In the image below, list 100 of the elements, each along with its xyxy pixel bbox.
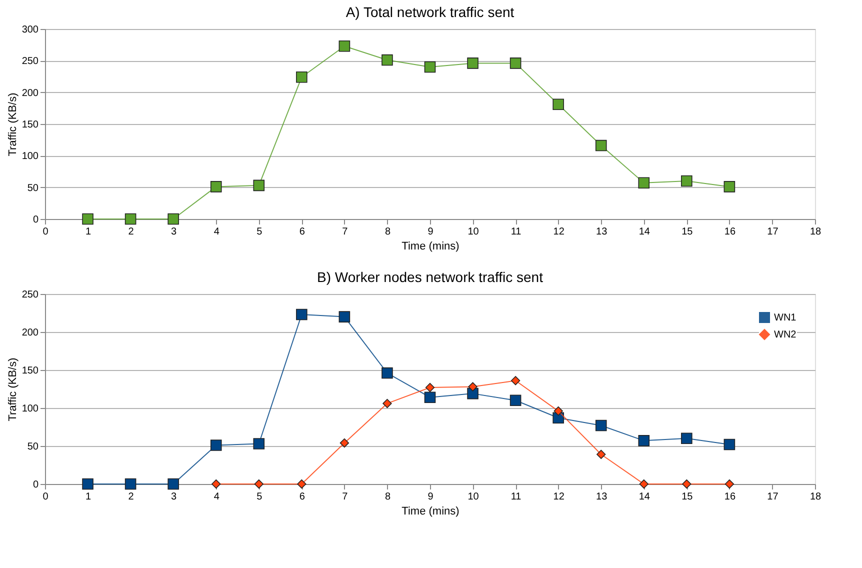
point (210, 181, 222, 192)
point (468, 382, 478, 392)
y-tick-label: 0 (32, 480, 39, 490)
point (595, 140, 607, 152)
x-tick-label: 2 (128, 226, 134, 238)
x-tick-label: 17 (767, 226, 779, 238)
point (254, 479, 264, 489)
legend-label: WN1 (774, 312, 797, 324)
point (212, 479, 221, 489)
x-tick-label: 16 (724, 226, 736, 238)
point (210, 440, 222, 451)
point (124, 213, 136, 225)
point (382, 54, 393, 66)
x-tick-label: 14 (638, 492, 650, 502)
point (424, 392, 436, 404)
x-tick-label: 5 (256, 492, 263, 502)
x-tick-label: 13 (596, 492, 608, 502)
x-tick-label: 3 (171, 492, 178, 502)
x-tick-label: 4 (214, 226, 220, 238)
y-tick-label: 250 (22, 290, 39, 300)
point (424, 61, 436, 73)
x-tick-label: 7 (342, 226, 348, 238)
x-tick-label: 10 (468, 492, 480, 502)
y-axis-title: Traffic (KB/s) (6, 358, 19, 422)
x-tick-label: 0 (42, 492, 49, 502)
x-tick-label: 1 (85, 492, 92, 502)
x-tick-label: 6 (299, 492, 306, 502)
point (510, 376, 520, 386)
x-tick-label: 2 (128, 492, 134, 502)
x-tick-label: 18 (810, 226, 822, 238)
x-tick-label: 1 (85, 226, 92, 238)
x-tick-label: 13 (596, 226, 608, 238)
point (681, 432, 692, 444)
x-axis-title: Time (mins) (402, 240, 460, 252)
y-tick-label: 200 (22, 328, 39, 338)
point (382, 398, 392, 408)
point (682, 479, 692, 489)
x-tick-label: 16 (724, 492, 736, 502)
point (724, 479, 734, 489)
x-tick-label: 14 (638, 226, 650, 238)
x-tick-label: 6 (299, 226, 306, 238)
point (82, 478, 94, 490)
point (338, 311, 350, 322)
y-tick-label: 0 (32, 214, 39, 226)
point (595, 420, 607, 432)
x-tick-label: 10 (468, 226, 480, 238)
point (296, 71, 308, 83)
legend-label: WN2 (774, 330, 797, 340)
point (168, 478, 179, 490)
point (638, 435, 650, 446)
point (425, 382, 435, 392)
x-tick-label: 9 (428, 492, 434, 502)
x-tick-label: 18 (810, 492, 822, 502)
point (382, 367, 393, 379)
point (296, 308, 308, 320)
point (338, 40, 350, 52)
point (467, 58, 478, 69)
y-tick-label: 50 (27, 182, 39, 194)
point (724, 181, 736, 192)
x-tick-label: 8 (384, 492, 391, 502)
point (124, 478, 136, 490)
y-tick-label: 100 (22, 151, 39, 162)
point (554, 406, 563, 416)
x-tick-label: 0 (42, 226, 49, 238)
point (297, 479, 306, 489)
point (253, 180, 265, 192)
y-tick-label: 250 (22, 56, 39, 68)
y-tick-label: 300 (22, 24, 39, 36)
point (253, 438, 265, 450)
chart-title: A) Total network traffic sent (346, 4, 514, 20)
x-tick-label: 15 (682, 492, 694, 502)
point (724, 438, 736, 450)
point (510, 58, 522, 69)
x-tick-label: 3 (171, 226, 178, 238)
x-tick-label: 8 (384, 226, 391, 238)
x-tick-label: 7 (342, 492, 348, 502)
y-tick-label: 150 (22, 120, 39, 130)
point (596, 450, 606, 459)
y-tick-label: 100 (22, 404, 39, 414)
x-tick-label: 4 (214, 492, 220, 502)
x-axis-title: Time (mins) (402, 506, 460, 518)
x-tick-label: 9 (428, 226, 434, 238)
point (638, 177, 650, 189)
x-tick-label: 11 (510, 492, 522, 502)
chart-title: B) Worker nodes network traffic sent (317, 269, 544, 285)
y-tick-label: 200 (22, 88, 39, 99)
point (510, 394, 522, 406)
point (340, 438, 350, 448)
x-tick-label: 5 (256, 226, 263, 238)
y-tick-label: 50 (27, 442, 39, 452)
point (168, 213, 179, 225)
x-tick-label: 12 (553, 492, 565, 502)
y-tick-label: 150 (22, 366, 39, 376)
x-tick-label: 15 (682, 226, 694, 238)
y-axis-title: Traffic (KB/s) (6, 92, 19, 156)
x-tick-label: 17 (767, 492, 779, 502)
point (82, 213, 94, 225)
point (639, 479, 648, 489)
x-tick-label: 11 (510, 226, 522, 238)
x-tick-label: 12 (553, 226, 565, 238)
